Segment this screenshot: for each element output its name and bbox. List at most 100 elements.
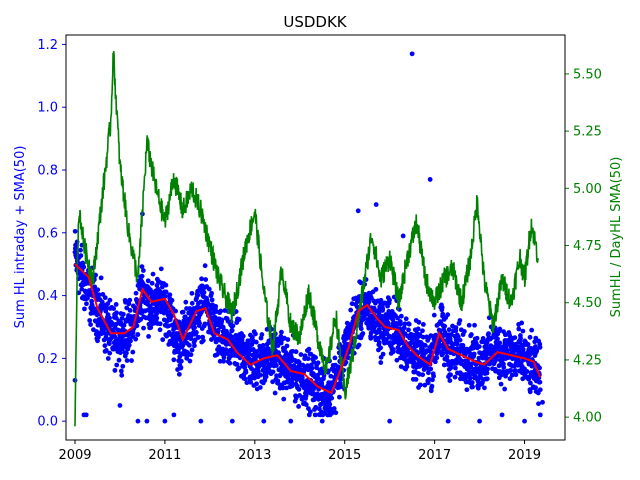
scatter-point: [176, 347, 181, 352]
scatter-outlier: [117, 403, 123, 408]
scatter-point: [417, 382, 423, 388]
left-tick-label: 1.2: [37, 38, 58, 53]
scatter-point: [167, 292, 173, 298]
left-tick-label: 0.0: [37, 415, 58, 430]
scatter-outlier: [83, 412, 89, 418]
left-axis-title: Sum HL intraday + SMA(50): [13, 146, 28, 329]
scatter-point: [89, 298, 95, 304]
scatter-point: [280, 385, 286, 391]
scatter-point: [474, 335, 480, 341]
scatter-point: [453, 365, 458, 371]
right-tick-label: 5.00: [573, 182, 602, 197]
scatter-point: [148, 325, 154, 330]
scatter-point: [275, 343, 281, 348]
x-tick-label: 2015: [328, 448, 361, 463]
scatter-point: [198, 299, 204, 305]
scatter-point: [127, 297, 133, 303]
scatter-point: [78, 253, 84, 258]
scatter-point: [284, 343, 290, 349]
scatter-outlier: [319, 418, 325, 424]
scatter-point: [380, 351, 386, 357]
scatter-point: [485, 366, 491, 372]
scatter-point: [197, 320, 202, 326]
scatter-point: [434, 355, 440, 361]
left-tick-label: 0.8: [37, 164, 58, 179]
scatter-point: [482, 385, 487, 391]
scatter-point: [178, 365, 184, 370]
scatter-point: [272, 390, 278, 396]
scatter-point: [387, 297, 392, 303]
scatter-point: [329, 395, 335, 401]
scatter-point: [376, 340, 382, 345]
scatter-point: [105, 301, 111, 307]
scatter-point: [417, 332, 423, 337]
scatter-point: [98, 275, 104, 281]
scatter-point: [313, 404, 319, 410]
right-tick-label: 5.50: [573, 67, 602, 82]
scatter-point: [82, 306, 87, 312]
left-tick-label: 0.2: [37, 352, 58, 367]
scatter-point: [163, 282, 169, 288]
scatter-point: [111, 306, 117, 312]
scatter-point: [157, 327, 163, 333]
scatter-point: [218, 308, 224, 314]
scatter-point: [112, 367, 118, 373]
scatter-point: [402, 321, 408, 327]
scatter-point: [135, 332, 141, 337]
scatter-point: [330, 410, 335, 415]
scatter-point: [420, 322, 426, 327]
scatter-point: [72, 228, 78, 234]
scatter-point: [128, 338, 133, 344]
scatter-point: [120, 311, 126, 317]
scatter-point: [183, 299, 189, 305]
scatter-point: [502, 386, 508, 392]
right-axis-ticks: 4.00 4.25 4.50 4.75 5.00 5.25 5.50: [565, 67, 602, 426]
scatter-point: [283, 350, 289, 355]
scatter-point: [373, 286, 379, 292]
scatter-point: [126, 342, 132, 348]
x-axis-ticks: 2009 2011 2013 2015 2017 2019: [58, 440, 541, 463]
scatter-point: [124, 305, 130, 311]
scatter-outlier: [135, 418, 141, 424]
right-tick-label: 5.25: [573, 125, 602, 140]
x-tick-label: 2013: [238, 448, 271, 463]
scatter-point: [486, 331, 491, 336]
right-tick-label: 4.25: [573, 353, 602, 368]
scatter-outlier: [373, 202, 379, 207]
scatter-point: [103, 308, 109, 314]
scatter-point: [158, 266, 164, 272]
scatter-point: [440, 351, 446, 356]
scatter-point: [452, 374, 458, 380]
scatter-point: [457, 318, 463, 323]
scatter-point: [406, 321, 412, 327]
scatter-point: [378, 345, 383, 351]
scatter-point: [476, 344, 482, 349]
scatter-point: [338, 384, 344, 389]
scatter-point: [520, 328, 526, 334]
scatter-point: [488, 343, 494, 349]
scatter-point: [134, 323, 140, 329]
plot-area: [72, 50, 545, 427]
scatter-point: [275, 378, 281, 384]
scatter-point: [366, 299, 372, 305]
scatter-point: [176, 371, 182, 377]
scatter-point: [244, 380, 250, 386]
scatter-point: [537, 387, 543, 393]
scatter-outlier: [144, 418, 150, 424]
scatter-point: [537, 379, 543, 385]
scatter-point: [193, 330, 199, 335]
scatter-point: [428, 366, 434, 372]
scatter-outlier: [537, 412, 543, 418]
scatter-point: [537, 344, 543, 350]
scatter-point: [96, 334, 101, 340]
scatter-point: [229, 328, 235, 333]
scatter-point: [298, 352, 304, 357]
scatter-point: [525, 342, 531, 347]
scatter-point: [202, 263, 208, 269]
scatter-point: [428, 333, 434, 339]
scatter-point: [532, 339, 538, 345]
scatter-point: [520, 347, 526, 352]
scatter-point: [240, 333, 246, 339]
scatter-point: [253, 331, 258, 337]
scatter-point: [157, 321, 163, 327]
